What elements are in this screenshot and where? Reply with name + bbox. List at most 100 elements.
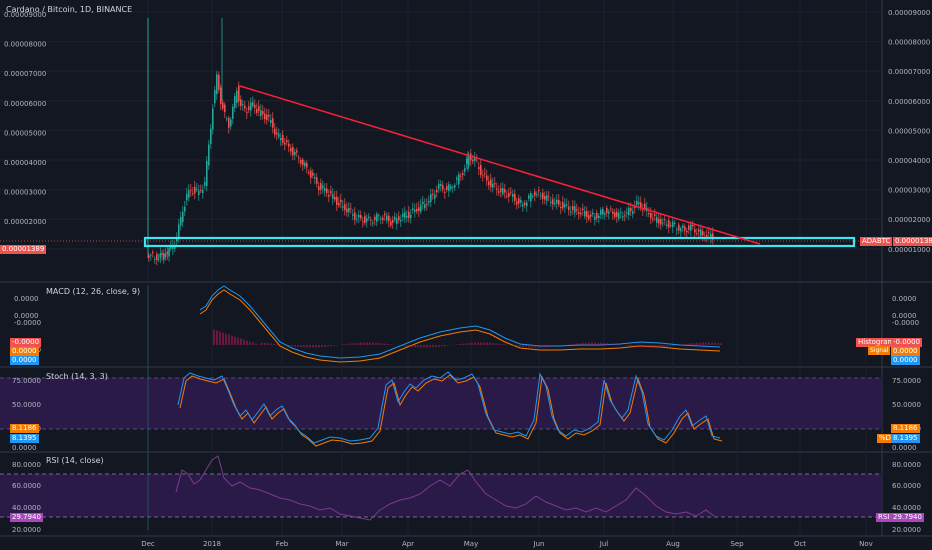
candle-body [268,114,270,117]
candle-body [706,234,708,237]
candle-body [246,112,248,114]
candle-body [604,213,606,215]
candle-body [528,195,530,199]
candle-body [438,183,440,189]
candle-body [408,211,410,219]
candle-body [550,202,552,203]
candle-body [436,189,438,193]
candle-body [414,209,416,212]
candle-body [186,194,188,201]
candle-body [242,104,244,106]
candle-body [560,207,562,209]
candle-body [462,173,464,176]
candle-body [194,186,196,194]
candle-body [468,156,470,166]
candle-body [440,184,442,186]
candle-body [306,163,308,168]
candle-body [444,192,446,193]
candle-body [512,194,514,197]
candle-body [458,174,460,185]
candle-body [640,202,642,209]
candle-body [592,212,594,215]
candle-body [300,159,302,164]
rsi-tick-label-left: 80.0000 [12,461,41,469]
candle-body [406,215,408,218]
price-axis[interactable]: 0.00009000 0.00008000 0.00007000 0.00006000… [888,9,930,254]
candle-body [492,183,494,188]
rsi-plot [175,455,715,521]
candle-body [588,215,590,220]
candle-body [184,206,186,212]
candle-body [390,221,392,226]
support-zone[interactable] [143,236,856,248]
stoch-tick-label-left: 75.0000 [12,377,41,385]
candle-body [702,231,704,236]
candle-body [400,219,402,222]
candle-body [418,207,420,211]
candle-body [520,199,522,203]
candle-body [614,212,616,218]
candle-body [344,204,346,210]
candle-body [700,229,702,236]
candle-body [190,190,192,191]
candle-body [576,209,578,211]
candle-body [370,219,372,221]
candle-body [482,175,484,177]
candle-body [290,148,292,152]
candle-body [320,183,322,190]
candle-body [484,173,486,175]
candle-body [392,219,394,223]
macd-tick-label-left: 0.0000 [14,312,39,320]
rsi-tick-label-right: 60.0000 [892,482,921,490]
rsi-label[interactable]: RSI (14, close) [46,456,104,465]
candle-body [696,233,698,234]
candle-body [161,253,163,255]
candle-body [460,175,462,177]
candle-body [340,199,342,203]
descending-trendline[interactable] [239,85,761,245]
candle-body [708,232,710,234]
candle-body [464,168,466,172]
candle-body [432,193,434,195]
candle-body [250,102,252,111]
candle-body [252,102,254,107]
candle-body [254,104,256,108]
candle-body [502,188,504,195]
candle-body [674,223,676,225]
time-tick-label: Mar [335,540,348,548]
candle-body [672,221,674,228]
stoch-left-value-1: 8.1186 [10,424,39,433]
candle-body [378,215,380,217]
time-tick-label: Dec [141,540,155,548]
candle-body [398,216,400,221]
time-tick-label: Aug [666,540,680,548]
candle-body [562,202,564,209]
candle-body [624,215,626,217]
candle-body [294,151,296,156]
candle-body [612,211,614,214]
candle-body [584,210,586,217]
candle-body [534,191,536,196]
stoch-label[interactable]: Stoch (14, 3, 3) [46,372,108,381]
candle-body [676,229,678,231]
symbol-tag: ADABTC [860,237,893,246]
candle-body [330,191,332,194]
candle-body [490,179,492,187]
time-axis[interactable]: Dec 2018 Feb Mar Apr May Jun Jul Aug Sep Oct Nov [141,540,873,548]
candle-body [230,119,232,127]
candle-body [148,255,150,258]
candle-body [426,203,428,205]
candle-body [510,191,512,193]
candle-body [606,207,608,214]
price-tick-label: 0.00001000 [888,246,930,254]
macd-label[interactable]: MACD (12, 26, close, 9) [46,287,141,296]
candle-body [508,192,510,197]
candle-body [496,188,498,190]
time-tick-label: Jun [533,540,545,548]
candle-body [284,142,286,145]
candle-body [334,196,336,200]
candle-body [536,194,538,196]
candle-body [226,118,228,120]
candle-body [526,202,528,206]
